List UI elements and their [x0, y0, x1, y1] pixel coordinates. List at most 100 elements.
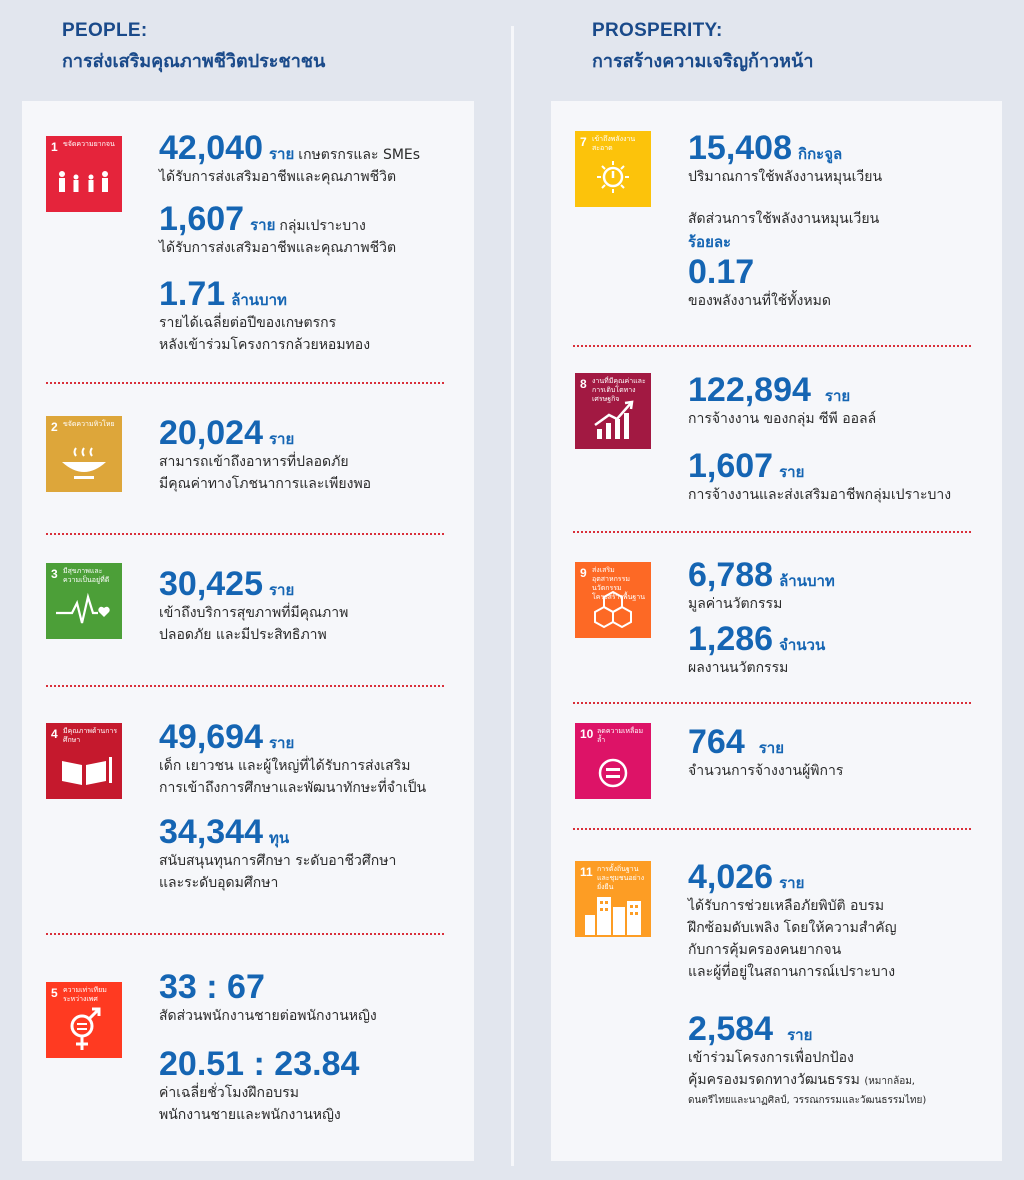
stat-value: 6,788	[688, 556, 774, 594]
family-icon	[59, 171, 108, 192]
stat-desc-line1: เข้าร่วมโครงการเพื่อปกป้อง	[688, 1050, 854, 1066]
stat-unit: ราย	[269, 430, 295, 448]
section-separator	[46, 933, 444, 935]
heartbeat-icon	[56, 592, 110, 624]
sdg4-stat-2: 34,344 ทุน สนับสนุนทุนการศึกษา ระดับอาชีว…	[159, 814, 396, 894]
stat-desc: ได้รับการส่งเสริมอาชีพและคุณภาพชีวิต	[159, 169, 397, 185]
stat-unit: ราย	[787, 1026, 813, 1044]
stat-desc-line1: ได้รับการช่วยเหลือภัยพิบัติ อบรม	[688, 898, 885, 914]
stat-desc-line1: ค่าเฉลี่ยชั่วโมงฝึกอบรม	[159, 1085, 299, 1101]
stat-desc: ของพลังงานที่ใช้ทั้งหมด	[688, 293, 831, 309]
equality-icon	[598, 758, 628, 788]
stat-value: 42,040	[159, 129, 263, 167]
stat-value: 1.71	[159, 275, 226, 313]
sdg10-number: 10	[580, 727, 594, 741]
sdg10-badge: 10 ลดความเหลื่อมล้ำ	[575, 723, 651, 799]
sdg8-number: 8	[580, 377, 587, 391]
stat-value: 1,607	[159, 200, 245, 238]
stat-desc: จำนวนการจ้างงานผู้พิการ	[688, 763, 844, 779]
stat-note-line1: (หมากล้อม,	[864, 1076, 915, 1087]
sdg7-stat-2: สัดส่วนการใช้พลังงานหมุนเวียน ร้อยละ 0.1…	[688, 208, 879, 312]
prosperity-header: PROSPERITY: การสร้างความเจริญก้าวหน้า	[592, 20, 813, 75]
sdg4-number: 4	[51, 727, 58, 741]
growth-chart-icon	[594, 400, 634, 439]
stat-value: 4,026	[688, 858, 774, 896]
section-separator	[573, 531, 971, 533]
stat-value: 1,286	[688, 620, 774, 658]
stat-desc: การจ้างงานและส่งเสริมอาชีพกลุ่มเปราะบาง	[688, 487, 952, 503]
stat-value: 122,894	[688, 371, 811, 409]
section-separator	[573, 828, 971, 830]
stat-desc-line3: กับการคุ้มครองคนยากจน	[688, 942, 842, 958]
stat-desc-line1: เด็ก เยาวชน และผู้ใหญ่ที่ได้รับการส่งเสร…	[159, 758, 411, 774]
gender-equality-icon	[70, 1007, 101, 1050]
sdg8-stat-1: 122,894 ราย การจ้างงาน ของกลุ่ม ซีพี ออลล…	[688, 372, 876, 430]
stat-value: 30,425	[159, 565, 263, 603]
book-icon	[62, 757, 112, 785]
stat-desc-line2: ปลอดภัย และมีประสิทธิภาพ	[159, 627, 327, 643]
sdg10-stat-1: 764 ราย จำนวนการจ้างงานผู้พิการ	[688, 724, 843, 782]
sdg10-label: ลดความเหลื่อมล้ำ	[597, 727, 644, 744]
stat-value: 15,408	[688, 129, 792, 167]
stat-desc: ได้รับการส่งเสริมอาชีพและคุณภาพชีวิต	[159, 240, 397, 256]
prosperity-title-en: PROSPERITY:	[592, 20, 723, 41]
sdg1-stat-1: 42,040 ราย เกษตรกรและ SMEs ได้รับการส่งเสร…	[159, 130, 420, 188]
section-separator	[573, 702, 971, 704]
sdg11-stat-1: 4,026 ราย ได้รับการช่วยเหลือภัยพิบัติ อบร…	[688, 859, 897, 983]
stat-desc: สัดส่วนพนักงานชายต่อพนักงานหญิง	[159, 1008, 377, 1024]
stat-unit: จำนวน	[779, 636, 826, 654]
sdg11-number: 11	[580, 865, 593, 879]
sdg8-stat-2: 1,607 ราย การจ้างงานและส่งเสริมอาชีพกลุ่ม…	[688, 448, 951, 506]
sdg9-badge: 9 ส่งเสริมอุตสาหกรรม นวัตกรรม โครงสร้างพ…	[575, 562, 651, 638]
stat-unit: ราย	[758, 739, 785, 757]
stat-desc-line1: รายได้เฉลี่ยต่อปีของเกษตรกร	[159, 315, 337, 331]
sdg8-label: งานที่มีคุณค่าและการเติบโตทางเศรษฐกิจ	[592, 377, 646, 403]
stat-desc-line1: สามารถเข้าถึงอาหารที่ปลอดภัย	[159, 454, 349, 470]
stat-unit: ราย	[269, 734, 295, 752]
prosperity-card: 7 เข้าถึงพลังงานสะอาด 15,408 กิกะจูล ปริม…	[551, 101, 1002, 1161]
sdg9-stat-1: 6,788 ล้านบาท มูลค่านวัตกรรม	[688, 557, 835, 615]
sdg9-label: ส่งเสริมอุตสาหกรรม นวัตกรรม โครงสร้างพื้…	[592, 566, 645, 601]
stat-value: 764	[688, 723, 745, 761]
stat-desc-line2: คุ้มครองมรดกทางวัฒนธรรม	[688, 1072, 860, 1088]
stat-desc-line2: การเข้าถึงการศึกษาและพัฒนาทักษะที่จำเป็น	[159, 780, 427, 796]
stat-value: 20.51 : 23.84	[159, 1045, 360, 1083]
stat-unit: ราย	[269, 145, 295, 163]
stat-note-line2: ดนตรีไทยและนาฏศิลป์, วรรณกรรมและวัฒนธรรม…	[688, 1095, 927, 1106]
sdg7-stat-1: 15,408 กิกะจูล ปริมาณการใช้พลังงานหมุนเวี…	[688, 130, 882, 188]
stat-inline-desc: กลุ่มเปราะบาง	[279, 218, 366, 234]
stat-unit: ราย	[250, 216, 276, 234]
prosperity-title-th: การสร้างความเจริญก้าวหน้า	[592, 51, 814, 72]
stat-unit: ราย	[779, 463, 805, 481]
sdg9-stat-2: 1,286 จำนวน ผลงานนวัตกรรม	[688, 621, 825, 679]
stat-unit: ล้านบาท	[231, 291, 287, 309]
sdg5-label: ความเท่าเทียมระหว่างเพศ	[63, 986, 107, 1003]
stat-desc-line2: พนักงานชายและพนักงานหญิง	[159, 1107, 341, 1123]
city-buildings-icon	[585, 897, 641, 935]
sdg1-stat-3: 1.71 ล้านบาท รายได้เฉลี่ยต่อปีของเกษตรกร …	[159, 276, 370, 356]
cubes-icon	[594, 590, 632, 629]
stat-value: 1,607	[688, 447, 774, 485]
section-separator	[46, 685, 444, 687]
stat-inline-desc: เกษตรกรและ SMEs	[298, 147, 421, 163]
sdg11-stat-2: 2,584 ราย เข้าร่วมโครงการเพื่อปกป้อง คุ้ม…	[688, 1011, 926, 1108]
sdg7-number: 7	[580, 135, 587, 149]
stat-desc-line1: สนับสนุนทุนการศึกษา ระดับอาชีวศึกษา	[159, 853, 397, 869]
stat-desc-line2: มีคุณค่าทางโภชนาการและเพียงพอ	[159, 476, 372, 492]
sdg11-badge: 11 การตั้งถิ่นฐานและชุมชนอย่างยั่งยืน	[575, 861, 651, 937]
stat-value: 33 : 67	[159, 968, 265, 1006]
stat-unit: ราย	[269, 581, 295, 599]
stat-desc: ผลงานนวัตกรรม	[688, 660, 789, 676]
sdg3-stat-1: 30,425 ราย เข้าถึงบริการสุขภาพที่มีคุณภาพ…	[159, 566, 348, 646]
sdg2-badge: 2 ขจัดความหิวโหย	[46, 416, 122, 492]
stat-desc-line2: และระดับอุดมศึกษา	[159, 875, 279, 891]
sdg2-number: 2	[51, 420, 58, 434]
stat-unit: ทุน	[269, 829, 290, 847]
stat-value: 20,024	[159, 414, 263, 452]
sdg4-label: มีคุณภาพด้านการศึกษา	[63, 727, 118, 744]
sdg11-label: การตั้งถิ่นฐานและชุมชนอย่างยั่งยืน	[597, 865, 645, 891]
stat-unit: ราย	[779, 874, 805, 892]
sdg1-stat-2: 1,607 ราย กลุ่มเปราะบาง ได้รับการส่งเสริมอ…	[159, 201, 396, 259]
stat-unit: กิกะจูล	[798, 145, 843, 163]
stat-value: 0.17	[688, 253, 755, 291]
